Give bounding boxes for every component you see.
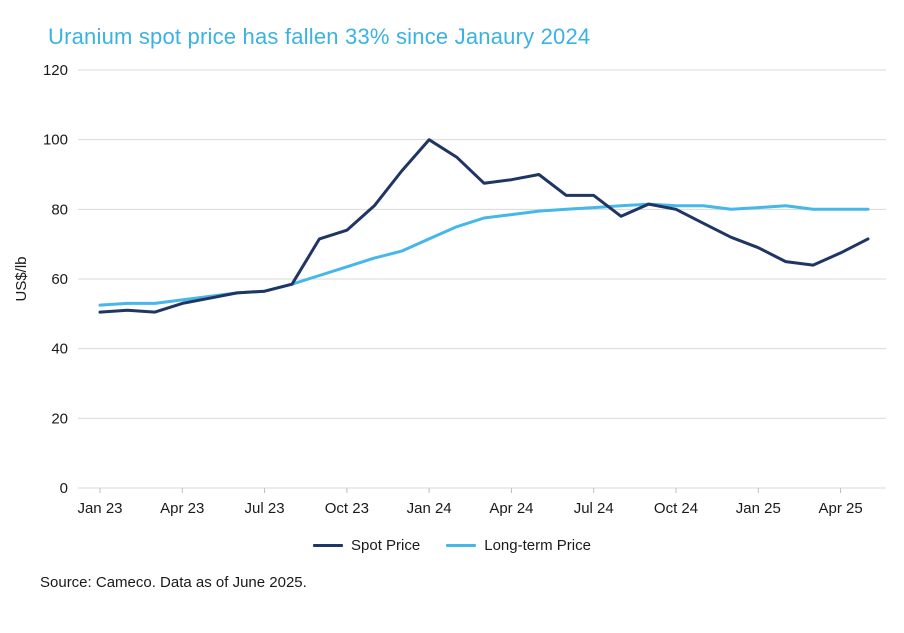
y-tick-label: 20 <box>51 410 68 427</box>
x-tick-label: Jan 24 <box>407 500 452 517</box>
x-tick-label: Apr 25 <box>818 500 862 517</box>
y-tick-label: 100 <box>43 132 68 149</box>
y-tick-label: 120 <box>43 62 68 79</box>
x-tick-label: Oct 24 <box>654 500 698 517</box>
legend-label-spot-price: Spot Price <box>351 536 421 554</box>
y-tick-label: 0 <box>60 480 68 497</box>
spot-price-swatch <box>313 543 344 547</box>
legend-item-long-term-price: Long-term Price <box>446 537 591 554</box>
legend-item-spot-price: Spot Price <box>313 537 420 554</box>
long-term-price-swatch <box>446 543 477 547</box>
legend-label-long-term-price: Long-term Price <box>484 536 591 554</box>
y-axis-labels: 0 20 40 60 80 100 120 <box>43 62 68 497</box>
y-gridlines <box>78 69 886 489</box>
page-title: Uranium spot price has fallen 33% since … <box>48 24 591 49</box>
long-term-price-line <box>98 202 870 307</box>
x-axis-labels: Jan 23 Apr 23 Jul 23 Oct 23 Jan 24 Apr 24 Jul … <box>77 488 863 517</box>
y-tick-label: 80 <box>51 201 68 218</box>
chart-area: 0 20 40 60 80 100 120 Jan 23 Apr 23 Jul 23 Oct 23 J… <box>0 56 904 530</box>
x-tick-label: Oct 23 <box>325 500 369 517</box>
source-note: Source: Cameco. Data as of June 2025. <box>40 574 307 591</box>
x-tick-label: Jul 23 <box>245 500 285 517</box>
x-tick-label: Apr 23 <box>160 500 204 517</box>
x-tick-label: Jan 25 <box>736 500 781 517</box>
x-tick-label: Jul 24 <box>574 500 614 517</box>
spot-price-line <box>98 138 870 314</box>
chart-legend: Spot Price Long-term Price <box>0 532 904 558</box>
y-axis-title: US$/lb <box>13 256 30 301</box>
y-tick-label: 60 <box>51 271 68 288</box>
x-tick-label: Apr 24 <box>489 500 533 517</box>
y-tick-label: 40 <box>51 341 68 358</box>
x-tick-label: Jan 23 <box>77 500 122 517</box>
